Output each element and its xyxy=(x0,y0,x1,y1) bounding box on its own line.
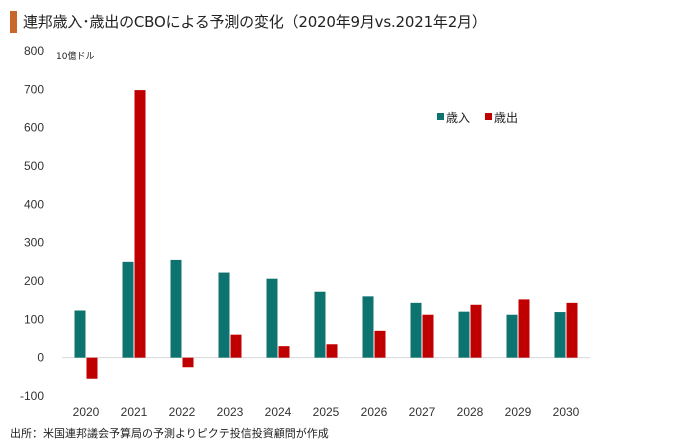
y-tick-label: 300 xyxy=(24,236,44,250)
bar-歳入-2021 xyxy=(122,261,134,358)
x-tick-label: 2021 xyxy=(121,405,148,419)
legend-label-歳入: 歳入 xyxy=(446,111,470,125)
x-tick-label: 2025 xyxy=(313,405,340,419)
legend-label-歳出: 歳出 xyxy=(494,111,518,125)
bar-歳出-2020 xyxy=(86,357,98,379)
bar-歳入-2023 xyxy=(218,272,230,358)
bar-歳入-2028 xyxy=(458,311,470,358)
y-tick-label: 0 xyxy=(37,351,44,365)
y-tick-label: 800 xyxy=(24,44,44,58)
x-tick-label: 2027 xyxy=(409,405,436,419)
legend-swatch-歳出 xyxy=(485,113,492,120)
y-tick-label: 500 xyxy=(24,159,44,173)
bar-歳入-2022 xyxy=(170,259,182,358)
y-unit-label: 10億ドル xyxy=(56,50,94,62)
bar-歳出-2027 xyxy=(422,314,434,358)
bar-歳出-2030 xyxy=(566,302,578,358)
bar-歳出-2025 xyxy=(326,344,338,358)
bar-歳出-2029 xyxy=(518,299,530,358)
x-tick-label: 2024 xyxy=(265,405,292,419)
x-tick-label: 2022 xyxy=(169,405,196,419)
y-tick-label: 600 xyxy=(24,121,44,135)
x-tick-label: 2020 xyxy=(73,405,100,419)
chart-title: 連邦歳入･歳出のCBOによる予測の変化（2020年9月vs.2021年2月） xyxy=(23,13,487,31)
bar-歳入-2027 xyxy=(410,302,422,358)
bar-歳出-2023 xyxy=(230,334,242,358)
x-tick-label: 2026 xyxy=(361,405,388,419)
y-tick-label: 200 xyxy=(24,274,44,288)
x-tick-label: 2029 xyxy=(505,405,532,419)
bar-歳出-2024 xyxy=(278,346,290,358)
bar-歳出-2021 xyxy=(134,90,146,358)
title-accent-bar xyxy=(10,11,17,33)
bar-歳入-2024 xyxy=(266,278,278,358)
y-tick-label: -100 xyxy=(20,389,44,403)
source-note: 出所：米国連邦議会予算局の予測よりピクテ投信投資顧問が作成 xyxy=(10,427,329,440)
bar-歳入-2029 xyxy=(506,314,518,358)
bar-歳出-2028 xyxy=(470,304,482,358)
x-tick-label: 2030 xyxy=(553,405,580,419)
y-tick-label: 100 xyxy=(24,312,44,326)
legend-swatch-歳入 xyxy=(437,113,444,120)
y-tick-label: 700 xyxy=(24,82,44,96)
bar-歳入-2026 xyxy=(362,296,374,358)
bar-歳入-2020 xyxy=(74,310,86,358)
x-tick-label: 2028 xyxy=(457,405,484,419)
bar-歳出-2022 xyxy=(182,357,194,368)
bar-歳入-2025 xyxy=(314,291,326,358)
x-tick-label: 2023 xyxy=(217,405,244,419)
bar-歳出-2026 xyxy=(374,330,386,358)
bar-歳入-2030 xyxy=(554,312,566,358)
y-tick-label: 400 xyxy=(24,197,44,211)
